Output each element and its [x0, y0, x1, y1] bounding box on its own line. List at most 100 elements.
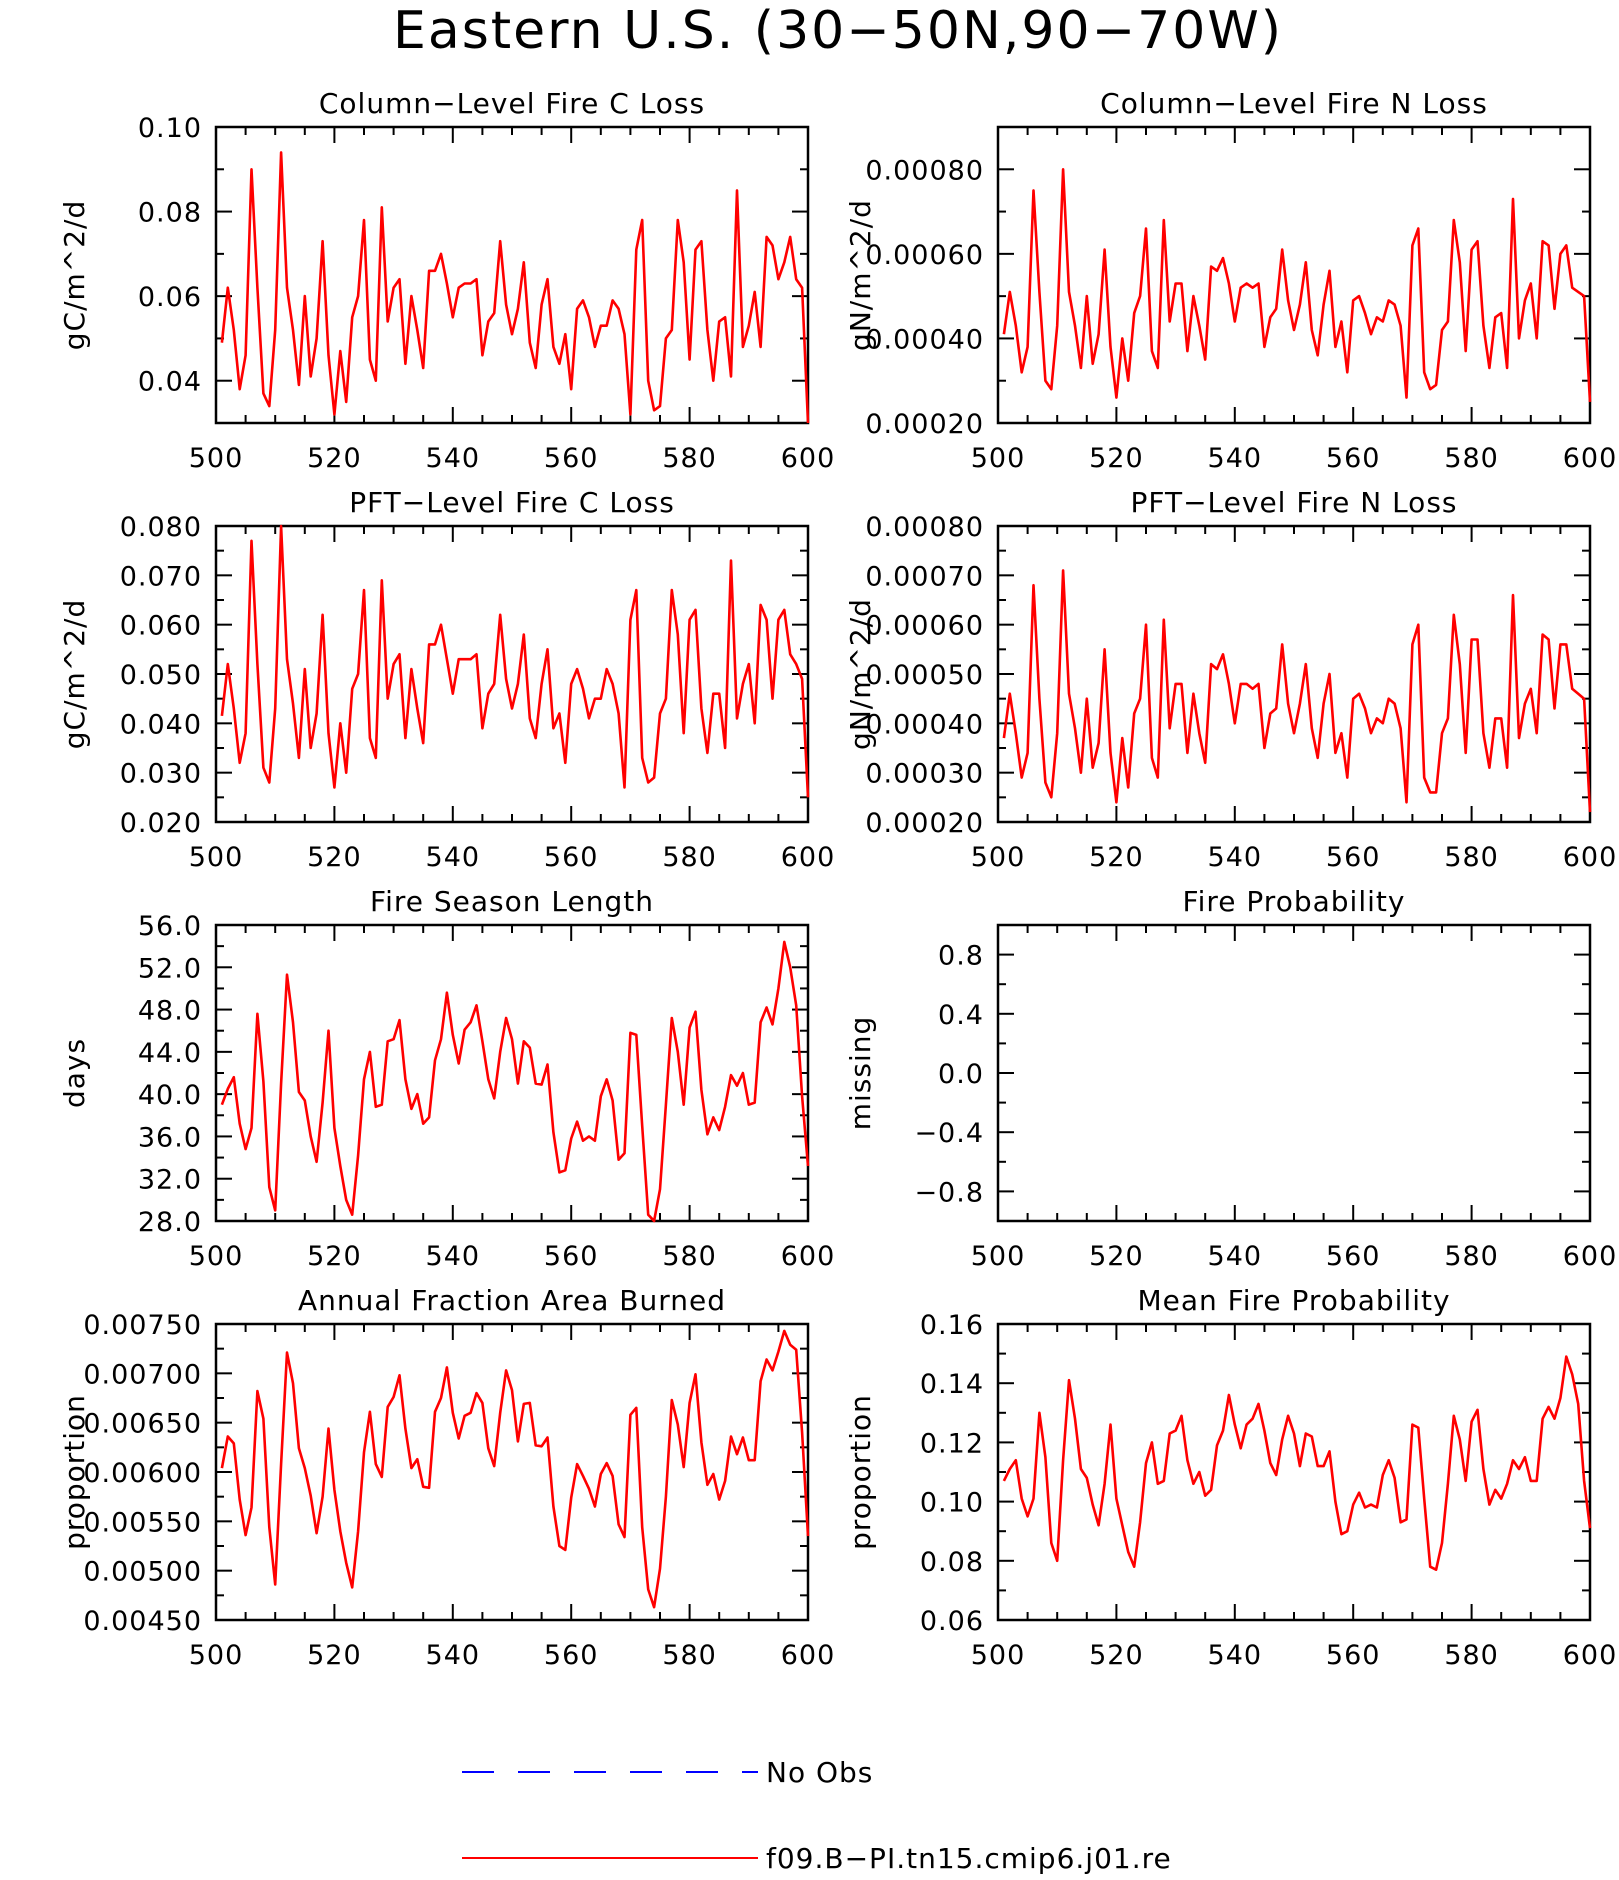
y-tick-label: 28.0 — [138, 1207, 202, 1238]
y-tick-label: 0.00080 — [865, 155, 984, 186]
y-tick-label: 36.0 — [138, 1122, 202, 1153]
legend-label-no-obs: No Obs — [766, 1756, 873, 1789]
x-tick-label: 520 — [1089, 1241, 1144, 1272]
x-tick-label: 600 — [781, 443, 836, 474]
y-tick-label: 0.00020 — [865, 808, 984, 839]
x-tick-label: 520 — [307, 842, 362, 873]
y-tick-label: 0.030 — [120, 759, 202, 790]
y-tick-label: 0.00060 — [865, 240, 984, 271]
x-tick-label: 520 — [1089, 1640, 1144, 1671]
y-tick-label: 0.00070 — [865, 561, 984, 592]
x-tick-label: 540 — [426, 443, 481, 474]
series-line — [220, 1329, 810, 1609]
y-tick-label: 0.050 — [120, 660, 202, 691]
y-tick-label: 0.00020 — [865, 409, 984, 440]
y-tick-label: 0.00040 — [865, 324, 984, 355]
x-tick-label: 520 — [307, 443, 362, 474]
x-tick-label: 500 — [189, 842, 244, 873]
panel-title: Mean Fire Probability — [1137, 1284, 1450, 1317]
series-line — [220, 524, 810, 798]
panel-title: Annual Fraction Area Burned — [298, 1284, 726, 1317]
y-tick-label: 32.0 — [138, 1165, 202, 1196]
chart-panel-3: 500 520 540 560 580 600 0.00020 0.00030 0.00040 0… — [844, 486, 1618, 873]
plot-frame — [214, 125, 810, 425]
x-tick-label: 500 — [971, 1241, 1026, 1272]
y-tick-label: 0.00050 — [865, 660, 984, 691]
y-tick-label: 40.0 — [138, 1080, 202, 1111]
chart-panel-0: 500 520 540 560 580 600 0.04 0.06 0.08 0.10 Column… — [58, 87, 836, 474]
panel-title: Column−Level Fire C Loss — [319, 87, 705, 120]
panel-title: PFT−Level Fire C Loss — [349, 486, 675, 519]
y-tick-label: 0.00650 — [83, 1409, 202, 1440]
y-tick-label: 0.00060 — [865, 611, 984, 642]
x-tick-label: 540 — [426, 1640, 481, 1671]
x-tick-label: 580 — [1444, 1640, 1499, 1671]
y-tick-label: 0.020 — [120, 808, 202, 839]
plot-frame — [214, 923, 810, 1223]
x-tick-label: 560 — [1326, 1640, 1381, 1671]
x-tick-label: 540 — [1208, 842, 1263, 873]
y-axis-label: missing — [844, 1016, 877, 1131]
x-tick-label: 600 — [1563, 842, 1618, 873]
y-tick-label: 0.10 — [920, 1488, 984, 1519]
chart-panel-6: 500 520 540 560 580 600 0.00450 0.00500 0.00550 0… — [58, 1284, 836, 1671]
plot-frame — [996, 125, 1592, 425]
x-tick-label: 600 — [781, 1640, 836, 1671]
series-line — [220, 151, 810, 424]
panel-title: Fire Season Length — [370, 885, 654, 918]
x-tick-label: 580 — [662, 842, 717, 873]
y-tick-label: 0.10 — [138, 113, 202, 144]
x-tick-label: 540 — [1208, 443, 1263, 474]
x-tick-label: 580 — [662, 1640, 717, 1671]
x-tick-label: 580 — [662, 443, 717, 474]
x-tick-label: 500 — [971, 443, 1026, 474]
y-tick-label: 0.00450 — [83, 1606, 202, 1637]
x-tick-label: 600 — [781, 842, 836, 873]
series-line — [220, 940, 810, 1223]
x-tick-label: 520 — [1089, 842, 1144, 873]
plot-frame — [996, 524, 1592, 824]
y-tick-label: 0.12 — [920, 1428, 984, 1459]
x-tick-label: 560 — [1326, 842, 1381, 873]
y-tick-label: 52.0 — [138, 953, 202, 984]
y-tick-label: 0.00030 — [865, 759, 984, 790]
y-tick-label: 0.0 — [938, 1059, 984, 1090]
x-tick-label: 560 — [1326, 443, 1381, 474]
chart-panel-7: 500 520 540 560 580 600 0.06 0.08 0.10 0.12 0.14 0.… — [844, 1284, 1618, 1671]
y-tick-label: 0.00500 — [83, 1557, 202, 1588]
x-tick-label: 600 — [1563, 1640, 1618, 1671]
x-tick-label: 500 — [189, 1640, 244, 1671]
plot-frame — [996, 923, 1592, 1223]
chart-panel-2: 500 520 540 560 580 600 0.020 0.030 0.040 0.050 0.… — [58, 486, 836, 873]
x-tick-label: 600 — [781, 1241, 836, 1272]
y-tick-label: 0.00550 — [83, 1507, 202, 1538]
y-tick-label: 0.00080 — [865, 512, 984, 543]
x-tick-label: 500 — [971, 1640, 1026, 1671]
y-tick-label: 0.04 — [138, 367, 202, 398]
y-axis-label: gN/m^2/d — [844, 598, 877, 750]
y-tick-label: −0.8 — [914, 1177, 984, 1208]
x-tick-label: 580 — [1444, 443, 1499, 474]
y-axis-label: gN/m^2/d — [844, 199, 877, 351]
x-tick-label: 580 — [662, 1241, 717, 1272]
y-tick-label: 0.8 — [938, 941, 984, 972]
x-tick-label: 580 — [1444, 1241, 1499, 1272]
legend-label-model: f09.B−PI.tn15.cmip6.j01.re — [766, 1842, 1172, 1875]
chart-panels: 500 520 540 560 580 600 0.04 0.06 0.08 0.10 Column… — [58, 87, 1618, 1671]
panel-title: Fire Probability — [1183, 885, 1406, 918]
x-tick-label: 600 — [1563, 443, 1618, 474]
series-line — [1002, 569, 1592, 813]
y-tick-label: 0.060 — [120, 611, 202, 642]
y-tick-label: 44.0 — [138, 1038, 202, 1069]
x-tick-label: 560 — [544, 1640, 599, 1671]
x-tick-label: 560 — [544, 842, 599, 873]
x-tick-label: 540 — [1208, 1640, 1263, 1671]
x-tick-label: 540 — [1208, 1241, 1263, 1272]
y-tick-label: 48.0 — [138, 996, 202, 1027]
x-tick-label: 580 — [1444, 842, 1499, 873]
x-tick-label: 560 — [1326, 1241, 1381, 1272]
y-tick-label: 0.00040 — [865, 709, 984, 740]
y-tick-label: −0.4 — [914, 1118, 984, 1149]
